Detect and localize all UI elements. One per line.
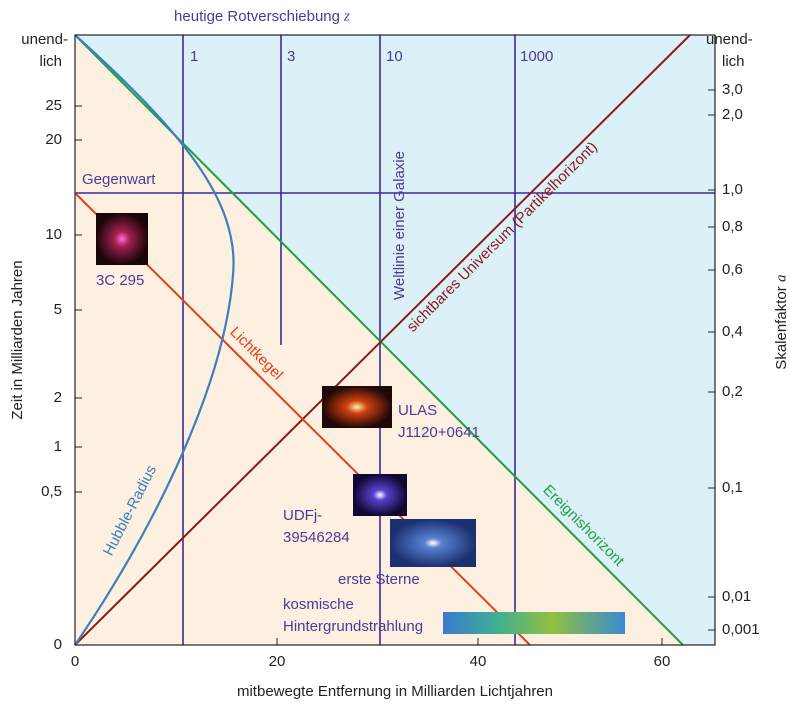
y2-tick-label: 2,0 — [722, 106, 743, 123]
obj-label: erste Sterne — [338, 571, 420, 588]
y-tick-label: 5 — [54, 301, 62, 318]
x-tick-label: 0 — [71, 653, 79, 670]
bottom-ticks: 0 20 40 60 mitbewegte Entfernung in Mill… — [9, 260, 670, 700]
obj-label: Hintergrundstrahlung — [283, 618, 423, 635]
y2-tick-label: 0,4 — [722, 323, 743, 340]
y2-axis-title: Skalenfaktor — [773, 286, 790, 369]
x-tick-label: 20 — [269, 653, 286, 670]
image-first-stars — [390, 519, 476, 567]
y2-tick-label: 0,8 — [722, 218, 743, 235]
y2-tick-label: 0,6 — [722, 261, 743, 278]
z-label: 3 — [287, 48, 295, 65]
y-tick-label: unend- — [21, 31, 68, 48]
y-tick-label: 0 — [54, 636, 62, 653]
image-udfj — [353, 474, 407, 516]
z-label: 10 — [386, 48, 403, 65]
y2-tick-label: 0,2 — [722, 383, 743, 400]
x-tick-label: 40 — [470, 653, 487, 670]
obj-label: 39546284 — [283, 529, 350, 546]
redshift-lines — [75, 35, 715, 645]
y2-tick-label: 0,01 — [722, 588, 751, 605]
present-label: Gegenwart — [82, 171, 156, 188]
light-cone-line — [74, 192, 531, 646]
image-cmb — [443, 612, 625, 634]
y2-tick-label: lich — [722, 53, 745, 70]
y-tick-label: 2 — [54, 389, 62, 406]
y2-tick-label: unend- — [706, 31, 753, 48]
x-tick-label: 60 — [654, 653, 671, 670]
top-axis-var: z — [343, 8, 350, 24]
y2-axis-var: a — [773, 275, 789, 283]
y-tick-label: lich — [39, 53, 62, 70]
tick-marks — [75, 89, 715, 645]
obj-label: J1120+0641 — [398, 424, 480, 441]
x-axis-title: mitbewegte Entfernung in Milliarden Lich… — [237, 683, 553, 700]
y-tick-label: 1 — [54, 438, 62, 455]
right-ticks: unend- lich 3,0 2,0 1,0 0,8 0,6 0,4 0,2 … — [706, 31, 760, 638]
y2-tick-label: 3,0 — [722, 81, 743, 98]
y-axis-title: Zeit in Milliarden Jahren — [9, 260, 26, 419]
obj-label: 3C 295 — [96, 272, 144, 289]
worldline-label: Weltlinie einer Galaxie — [391, 151, 408, 300]
y2-tick-label: 0,001 — [722, 621, 760, 638]
y-tick-label: 0,5 — [41, 483, 62, 500]
frame — [74, 34, 716, 646]
obj-label: UDFj- — [283, 507, 322, 524]
z-label: 1 — [190, 48, 198, 65]
top-axis-title: heutige Rotverschiebung — [174, 8, 340, 25]
y-tick-label: 25 — [45, 97, 62, 114]
y-tick-label: 10 — [45, 226, 62, 243]
image-3c295 — [96, 213, 148, 265]
obj-label: kosmische — [283, 596, 354, 613]
particle-horizon-line — [74, 34, 691, 646]
left-ticks: unend- lich 25 20 10 5 2 1 0,5 0 — [21, 31, 68, 653]
z-label: 1000 — [520, 48, 553, 65]
obj-label: ULAS — [398, 402, 437, 419]
y2-tick-label: 1,0 — [722, 181, 743, 198]
hubble-curve — [74, 34, 235, 646]
right-axis-title: Skalenfaktor a — [773, 275, 790, 370]
y2-tick-label: 0,1 — [722, 479, 743, 496]
y-tick-label: 20 — [45, 131, 62, 148]
image-ulas — [322, 386, 392, 428]
